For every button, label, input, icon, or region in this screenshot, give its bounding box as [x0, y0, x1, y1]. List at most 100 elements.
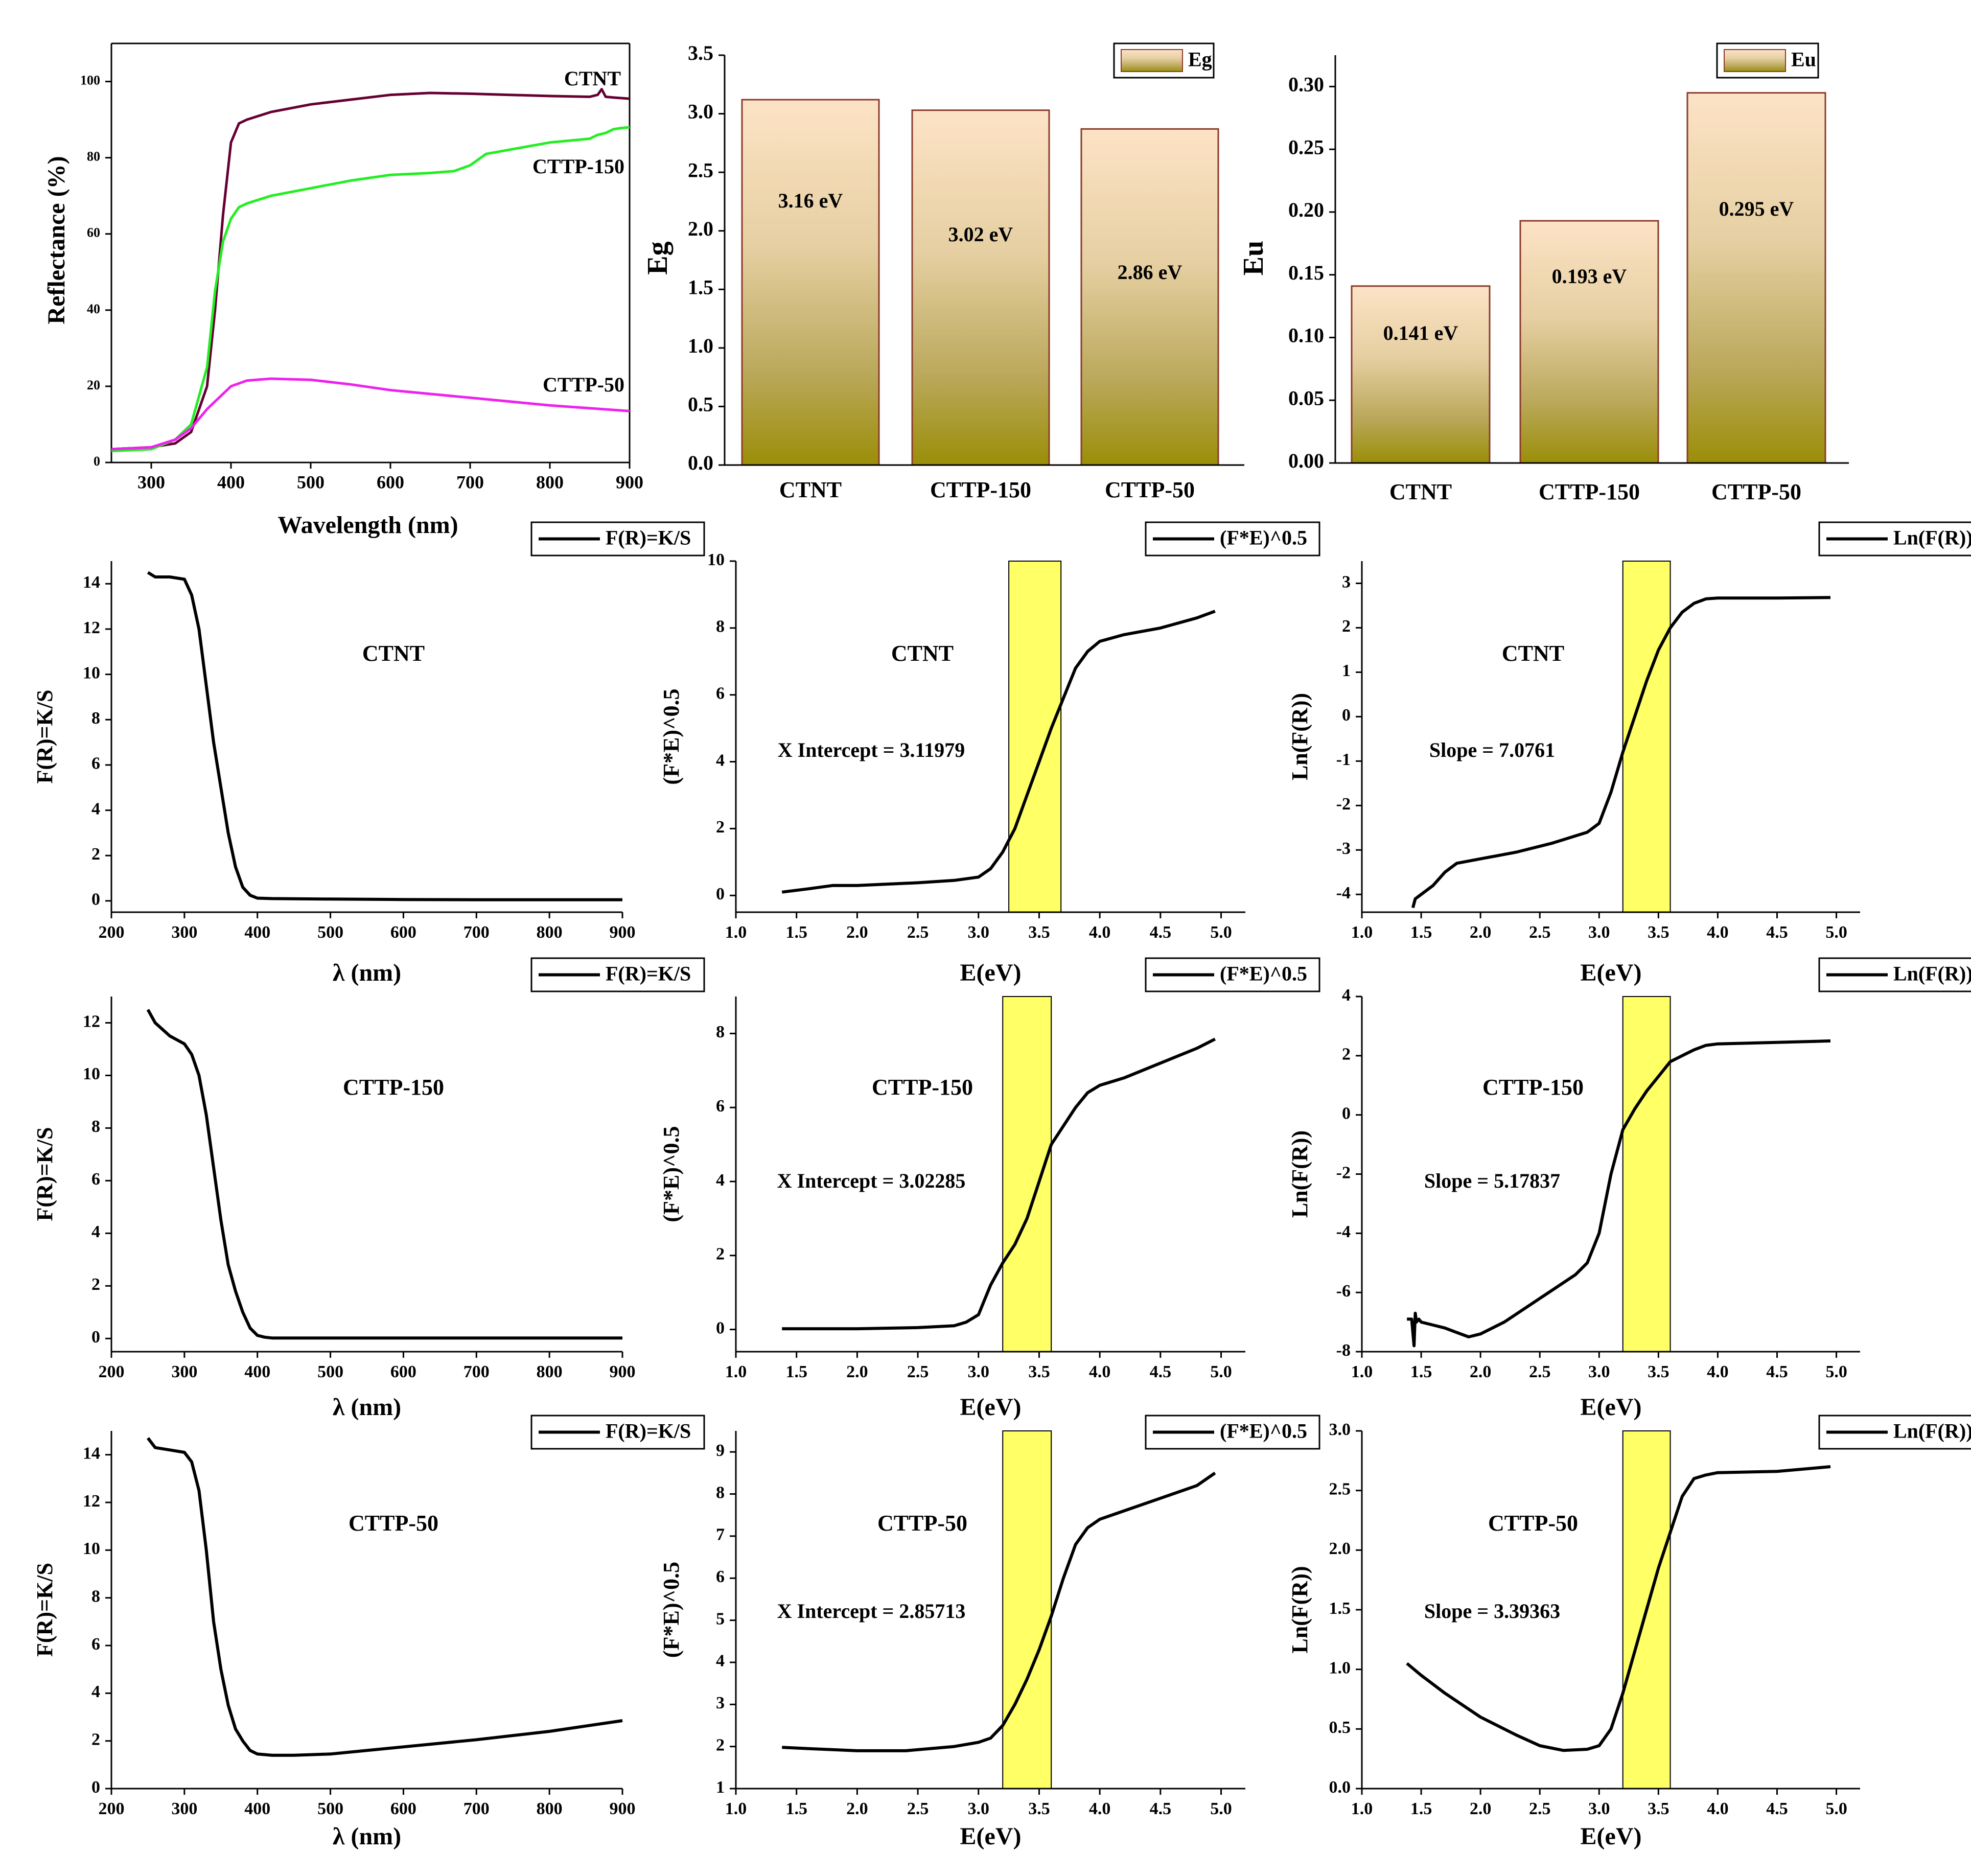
y-tick-label: 3.0 — [1329, 1420, 1351, 1439]
x-tick-label: 600 — [390, 923, 416, 942]
y-tick-label: 2.0 — [688, 217, 713, 240]
y-tick-label: 10 — [83, 1064, 100, 1083]
y-tick-label: 4 — [1342, 986, 1351, 1005]
series-line — [782, 1037, 1216, 1331]
y-tick-label: 40 — [87, 302, 100, 316]
x-tick-label: 5.0 — [1825, 923, 1847, 942]
x-tick-label: 4.5 — [1150, 1362, 1172, 1381]
x-axis-title: E(eV) — [1581, 1823, 1642, 1850]
y-tick-label: 20 — [87, 378, 100, 392]
y-tick-label: 10 — [83, 663, 100, 682]
highlight-region — [1008, 561, 1062, 913]
y-tick-label: 10 — [707, 550, 725, 569]
x-tick-label: 2.0 — [1470, 923, 1492, 942]
legend-label: F(R)=K/S — [606, 962, 691, 985]
chart-annotation: CTTP-50 — [543, 373, 624, 396]
x-tick-label: 3.0 — [1588, 1799, 1610, 1818]
x-tick-label: 1.0 — [725, 1362, 747, 1381]
x-tick-label: 5.0 — [1210, 923, 1232, 942]
fit-annotation: X Intercept = 3.11979 — [778, 738, 965, 761]
x-tick-label: 2.0 — [846, 1362, 868, 1381]
x-tick-label: 400 — [244, 1362, 270, 1381]
x-tick-label: 1.5 — [1410, 923, 1432, 942]
series-line-cttp-150 — [111, 126, 630, 453]
y-tick-label: 2.0 — [1329, 1539, 1351, 1558]
y-tick-label: 6 — [91, 754, 100, 773]
x-tick-label: 5.0 — [1825, 1362, 1847, 1381]
y-tick-label: 5 — [716, 1609, 725, 1628]
x-tick-label: 3.0 — [968, 923, 990, 942]
x-tick-label: 3.5 — [1648, 1799, 1669, 1818]
x-tick-label: 4.5 — [1766, 1799, 1788, 1818]
y-tick-label: -4 — [1336, 1222, 1351, 1241]
y-tick-label: 0 — [91, 890, 100, 909]
x-tick-label: 600 — [390, 1799, 416, 1818]
y-tick-label: 100 — [80, 73, 100, 88]
x-axis-title: λ (nm) — [333, 959, 401, 986]
x-tick-label: 2.5 — [1529, 923, 1551, 942]
x-tick-label: 700 — [456, 472, 484, 492]
x-tick-label: 2.5 — [907, 923, 929, 942]
x-tick-label: 400 — [244, 923, 270, 942]
y-tick-label: 12 — [83, 618, 100, 637]
y-tick-label: 0 — [1342, 1104, 1351, 1123]
x-tick-label: 1.0 — [1351, 1799, 1373, 1818]
legend-swatch — [1121, 49, 1183, 72]
y-tick-label: 0.05 — [1288, 386, 1324, 409]
fit-annotation: X Intercept = 3.02285 — [777, 1169, 966, 1192]
y-tick-label: 7 — [716, 1525, 725, 1544]
x-tick-label: 500 — [297, 472, 324, 492]
x-tick-label: 700 — [463, 1362, 490, 1381]
y-tick-label: 2 — [1342, 617, 1351, 636]
x-category-label: CTTP-50 — [1105, 477, 1195, 502]
x-tick-label: 400 — [244, 1799, 270, 1818]
y-tick-label: 4 — [91, 1222, 100, 1241]
y-axis-title: (F*E)^0.5 — [659, 1126, 684, 1222]
y-tick-label: 8 — [716, 1023, 725, 1041]
x-tick-label: 800 — [536, 472, 564, 492]
chart-ln-ctnt: 1.0 1.5 2.0 2.5 3.0 3.5 4.0 4.5 5.0 -4 -3 -2 -1 0 1 2 3 L… — [1287, 521, 1971, 986]
y-tick-label: 0.5 — [688, 393, 713, 416]
chart-reflectance: 300 400 500 600 700 800 900 0 20 40 60 80 100 CTNT CTT… — [43, 42, 643, 539]
y-tick-label: 2.5 — [688, 158, 713, 181]
y-tick-label: 2 — [716, 1735, 725, 1754]
x-tick-label: 3.0 — [1588, 1362, 1610, 1381]
y-tick-label: -2 — [1336, 795, 1351, 814]
y-tick-label: 12 — [83, 1492, 100, 1511]
legend-label: Eg — [1188, 48, 1212, 71]
y-tick-label: 1.0 — [688, 334, 713, 357]
legend-label: (F*E)^0.5 — [1220, 526, 1307, 549]
y-tick-label: 8 — [91, 1587, 100, 1606]
y-tick-label: 6 — [91, 1635, 100, 1654]
x-tick-label: 2.0 — [846, 1799, 868, 1818]
x-tick-label: 500 — [317, 1799, 343, 1818]
y-tick-label: 60 — [87, 225, 100, 240]
x-tick-label: 4.0 — [1707, 1362, 1729, 1381]
fit-annotation: X Intercept = 2.85713 — [777, 1600, 966, 1623]
bar — [1686, 92, 1826, 464]
y-tick-label: 6 — [716, 684, 725, 703]
sample-label: CTNT — [362, 641, 425, 666]
sample-label: CTTP-150 — [1482, 1075, 1584, 1100]
y-tick-label: 0.30 — [1288, 73, 1324, 96]
sample-label: CTNT — [1502, 641, 1564, 666]
y-tick-label: 0 — [91, 1778, 100, 1797]
x-tick-label: 700 — [463, 1799, 490, 1818]
x-axis-title: Wavelength (nm) — [277, 512, 458, 539]
sample-label: CTNT — [891, 641, 954, 666]
chart-tauc-cttp150: 1.0 1.5 2.0 2.5 3.0 3.5 4.0 4.5 5.0 0 2 4 6 8 (F*E)^0.… — [659, 957, 1320, 1421]
y-tick-label: 6 — [91, 1170, 100, 1189]
x-axis-title: E(eV) — [960, 959, 1022, 986]
highlight-region — [1002, 996, 1052, 1352]
y-tick-label: 3.5 — [688, 41, 713, 64]
chart-tauc-ctnt: 1.0 1.5 2.0 2.5 3.0 3.5 4.0 4.5 5.0 0 2 4 6 8 10 (F*E)^… — [659, 521, 1320, 986]
x-category-label: CTNT — [1389, 479, 1452, 504]
x-tick-label: 4.5 — [1150, 1799, 1172, 1818]
x-category-label: CTNT — [779, 477, 842, 502]
y-tick-label: 0.20 — [1288, 198, 1324, 221]
y-tick-label: 4 — [716, 1171, 725, 1190]
y-tick-label: 8 — [91, 1117, 100, 1136]
x-axis-title: λ (nm) — [333, 1823, 401, 1850]
highlight-region — [1622, 561, 1671, 913]
y-tick-label: 12 — [83, 1012, 100, 1031]
